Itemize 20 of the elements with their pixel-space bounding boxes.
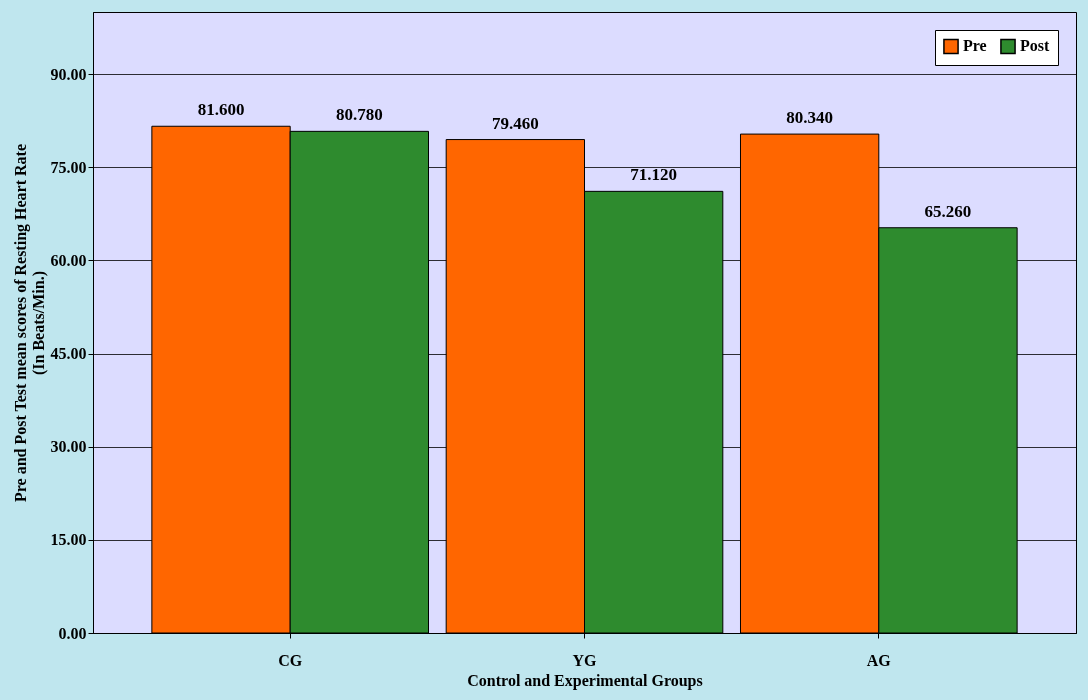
data-label: 65.260 <box>924 201 972 221</box>
x-tick-label: CG <box>278 651 303 669</box>
data-label: 79.460 <box>491 113 539 133</box>
y-axis-title: Pre and Post Test mean scores of Resting Heart Rate (In Beats/Min.) <box>11 143 48 503</box>
x-tick-label: AG <box>866 651 892 669</box>
x-tick-label: YG <box>572 651 598 669</box>
y-tick-label: 0.00 <box>58 624 87 642</box>
y-tick-label: 90.00 <box>50 65 87 83</box>
data-label: 80.780 <box>335 105 383 125</box>
y-tick-label: 60.00 <box>50 251 87 269</box>
y-tick-label: 45.00 <box>50 345 87 363</box>
legend-label: Post <box>1020 37 1050 55</box>
y-tick-label: 75.00 <box>50 158 87 176</box>
y-tick-label: 15.00 <box>50 531 87 549</box>
data-label: 81.600 <box>197 100 245 120</box>
y-tick-label: 30.00 <box>50 438 87 456</box>
data-label: 71.120 <box>630 165 678 185</box>
legend-label: Pre <box>963 37 987 55</box>
data-label: 80.340 <box>786 108 834 128</box>
x-axis-title: Control and Experimental Groups <box>467 671 703 690</box>
